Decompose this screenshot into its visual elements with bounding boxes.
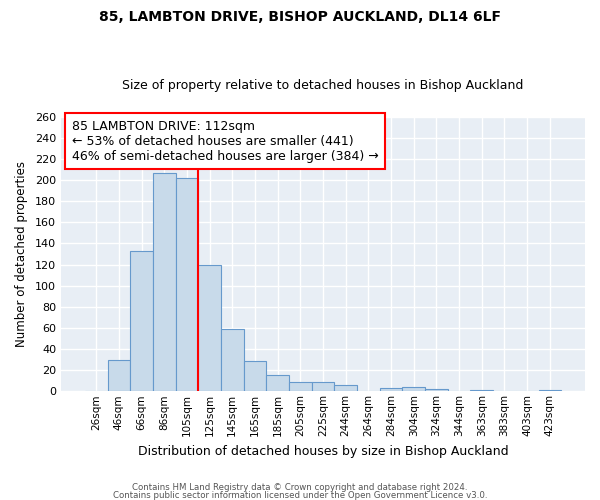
Bar <box>289 382 311 392</box>
Y-axis label: Number of detached properties: Number of detached properties <box>15 161 28 347</box>
Text: Contains HM Land Registry data © Crown copyright and database right 2024.: Contains HM Land Registry data © Crown c… <box>132 484 468 492</box>
Bar <box>266 376 289 392</box>
Bar <box>244 360 266 392</box>
Bar <box>425 389 448 392</box>
Text: Contains public sector information licensed under the Open Government Licence v3: Contains public sector information licen… <box>113 490 487 500</box>
Bar <box>153 172 176 392</box>
Bar <box>311 382 334 392</box>
Text: 85, LAMBTON DRIVE, BISHOP AUCKLAND, DL14 6LF: 85, LAMBTON DRIVE, BISHOP AUCKLAND, DL14… <box>99 10 501 24</box>
Bar <box>470 390 493 392</box>
Bar <box>334 385 357 392</box>
Bar <box>198 264 221 392</box>
Bar <box>176 178 198 392</box>
Title: Size of property relative to detached houses in Bishop Auckland: Size of property relative to detached ho… <box>122 79 524 92</box>
Bar <box>221 329 244 392</box>
Text: 85 LAMBTON DRIVE: 112sqm
← 53% of detached houses are smaller (441)
46% of semi-: 85 LAMBTON DRIVE: 112sqm ← 53% of detach… <box>71 120 378 162</box>
X-axis label: Distribution of detached houses by size in Bishop Auckland: Distribution of detached houses by size … <box>138 444 508 458</box>
Bar <box>403 387 425 392</box>
Bar <box>539 390 561 392</box>
Bar <box>130 251 153 392</box>
Bar <box>380 388 403 392</box>
Bar <box>107 360 130 392</box>
